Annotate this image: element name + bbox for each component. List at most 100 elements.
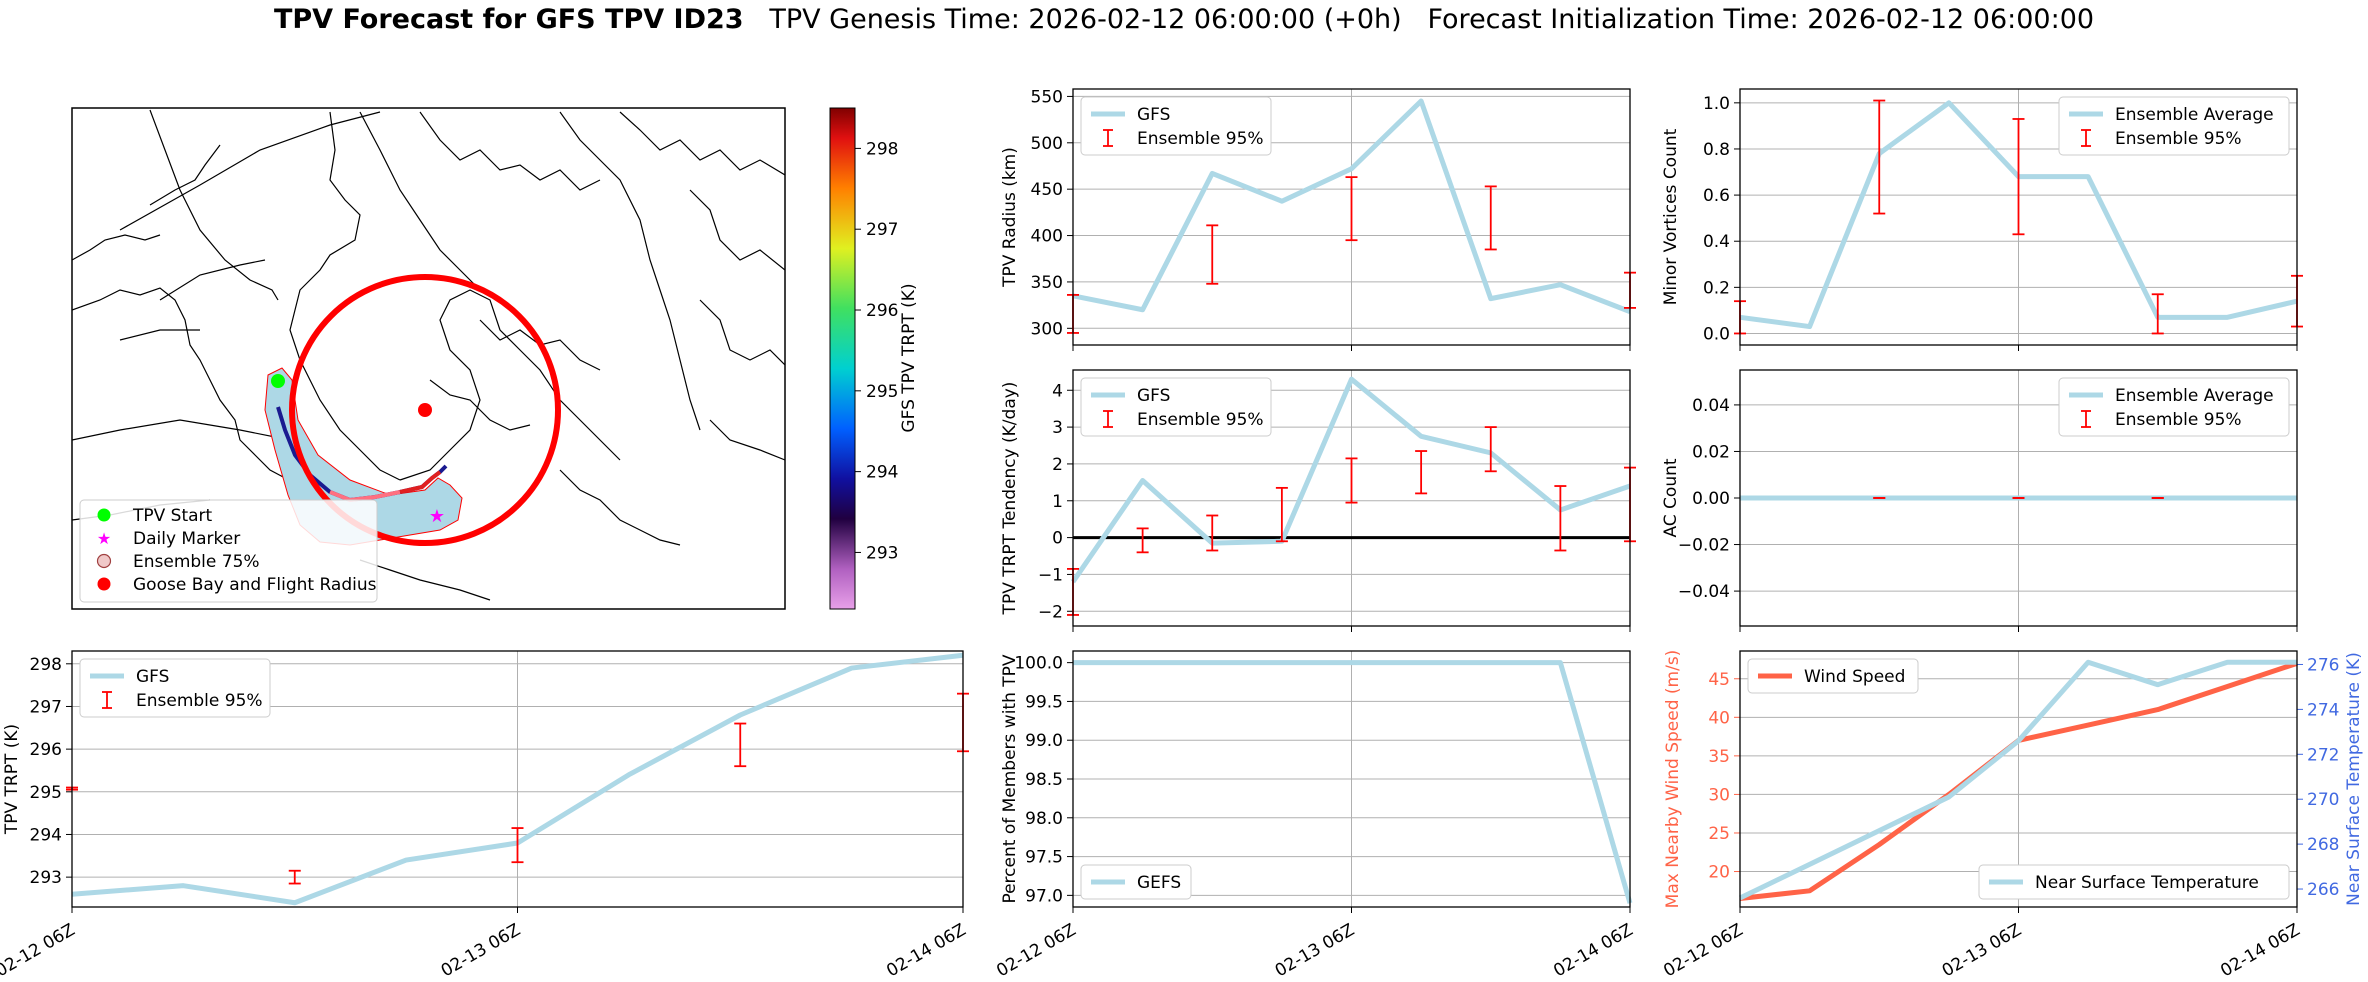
y-tick-label: 98.0 (1025, 809, 1063, 829)
y-tick-label: 0.02 (1692, 442, 1730, 462)
y-tick-label: 0.0 (1703, 324, 1730, 344)
y-tick-label: 100.0 (1014, 654, 1063, 674)
y-tick-label: 400 (1031, 227, 1063, 247)
y-tick-label: 0.6 (1703, 186, 1730, 206)
plot-frame (1739, 369, 2298, 627)
y-tick-label: 99.5 (1025, 692, 1063, 712)
series-line (1073, 660, 1633, 904)
y-axis-label: Minor Vortices Count (1661, 128, 1681, 305)
legend-label: GFS (136, 667, 169, 687)
y-tick-label: 25 (1708, 824, 1730, 844)
legend-label: Ensemble 95% (136, 691, 263, 711)
y-tick-label: 296 (30, 740, 62, 760)
series-line (1738, 659, 2297, 901)
y-axis-label: TPV TRPT Tendency (K/day) (1000, 382, 1020, 616)
y-tick-label: 4 (1052, 381, 1063, 401)
legend-label: GFS (1137, 105, 1170, 125)
legend-start-label: TPV Start (132, 506, 213, 526)
legend-start-icon (97, 508, 111, 522)
legend-box (1080, 96, 1272, 156)
legend: Ensemble Average Ensemble 95% (2058, 377, 2290, 437)
colorbar-tick-label: 295 (866, 382, 898, 402)
title-genesis: TPV Genesis Time: 2026-02-12 06:00:00 (+… (769, 4, 1402, 35)
y-tick-label: 0 (1052, 529, 1063, 549)
legend-label: Wind Speed (1804, 667, 1905, 687)
y-tick-label: 350 (1031, 273, 1063, 293)
y-tick-label: 295 (30, 783, 62, 803)
legend: GFS Ensemble 95% (1080, 96, 1272, 156)
plot-frame (1072, 88, 1631, 346)
x-tick-label: 02-12 06Z (993, 920, 1079, 981)
y2-tick-label: 276 (2307, 655, 2339, 675)
legend: Near Surface Temperature (1978, 864, 2290, 900)
plot-frame (71, 650, 964, 908)
colorbar-tick-label: 296 (866, 301, 898, 321)
y-tick-label: 20 (1708, 863, 1730, 883)
colorbar-tick-label: 294 (866, 463, 898, 483)
legend: GEFS (1080, 864, 1192, 900)
legend: Wind Speed (1747, 658, 1919, 694)
y-tick-label: 297 (30, 697, 62, 717)
x-tick-label: 02-14 06Z (883, 920, 969, 981)
legend-box (1978, 864, 2290, 900)
series-line (1072, 98, 1631, 314)
panel-trpt: 293 294 295 296 297 298 02-12 06Z 02-13 06Z 02-1… (0, 650, 970, 981)
legend-label: Ensemble Average (2115, 105, 2274, 125)
legend-box (2058, 377, 2290, 437)
legend-box (79, 658, 271, 718)
panel-radius: 300 350 400 450 500 550 TPV Radius (km) GFS Ense… (1000, 87, 1636, 351)
y-tick-label: 0.2 (1703, 278, 1730, 298)
y-tick-label: 294 (30, 825, 62, 845)
y-tick-label: 1.0 (1703, 94, 1730, 114)
tpv-track-warm (329, 490, 401, 503)
y2-axis-label: Near Surface Temperature (K) (2344, 652, 2364, 906)
tpv-start-marker (271, 374, 285, 388)
legend: GFS Ensemble 95% (1080, 377, 1272, 437)
y-tick-label: 300 (1031, 319, 1063, 339)
y2-tick-label: 268 (2307, 835, 2339, 855)
series-line (1070, 376, 1631, 584)
x-tick-label: 02-13 06Z (1939, 920, 2025, 981)
panel-minor-vortices: 0.0 0.2 0.4 0.6 0.8 1.0 Minor Vortices Count En… (1661, 88, 2303, 351)
goose-bay-marker (418, 403, 432, 417)
legend-label: Ensemble 95% (2115, 129, 2242, 149)
map-panel: ★ TPV Start ★ Daily Marker Ensemble 75% … (71, 107, 919, 610)
y-axis-label: Max Nearby Wind Speed (m/s) (1663, 650, 1683, 909)
colorbar-ticks: 293 294 295 296 297 298 (855, 139, 898, 563)
y2-tick-label: 272 (2307, 745, 2339, 765)
map-legend: TPV Start ★ Daily Marker Ensemble 75% Go… (79, 499, 378, 603)
y-tick-label: 98.5 (1025, 770, 1063, 790)
y-tick-label: −0.04 (1678, 582, 1730, 602)
y-tick-label: 45 (1708, 670, 1730, 690)
y-tick-label: 2 (1052, 455, 1063, 475)
colorbar-tick-label: 297 (866, 220, 898, 240)
y-tick-label: −2 (1038, 602, 1063, 622)
y-axis-label: TPV TRPT (K) (2, 724, 22, 835)
y-tick-label: 40 (1708, 708, 1730, 728)
x-tick-label: 02-12 06Z (0, 920, 79, 981)
x-tick-label: 02-12 06Z (1660, 920, 1746, 981)
legend-box (2058, 96, 2290, 156)
legend-daily-label: Daily Marker (133, 529, 240, 549)
daily-marker: ★ (429, 506, 445, 527)
figure-title: TPV Forecast for GFS TPV ID23 TPV Genesi… (0, 4, 2368, 35)
legend-label: Ensemble 95% (1137, 410, 1264, 430)
flight-radius-circle (289, 274, 561, 546)
x-tick-label: 02-13 06Z (1272, 920, 1358, 981)
plot-frame (1739, 650, 2298, 908)
colorbar: 293 294 295 296 297 298 GFS TPV TRPT (K) (829, 107, 919, 610)
y-tick-label: −0.02 (1678, 536, 1730, 556)
y-tick-label: 298 (30, 655, 62, 675)
legend-label: Ensemble 95% (1137, 129, 1264, 149)
plot-frame (1739, 88, 2298, 346)
y-tick-label: 0.4 (1703, 232, 1730, 252)
x-tick-label: 02-14 06Z (1550, 920, 1636, 981)
legend-label: Ensemble Average (2115, 386, 2274, 406)
y-tick-label: 1 (1052, 492, 1063, 512)
tpv-track-warm-2 (399, 470, 442, 494)
y-tick-label: 3 (1052, 418, 1063, 438)
y2-tick-label: 270 (2307, 790, 2339, 810)
x-tick-label: 02-13 06Z (438, 920, 524, 981)
